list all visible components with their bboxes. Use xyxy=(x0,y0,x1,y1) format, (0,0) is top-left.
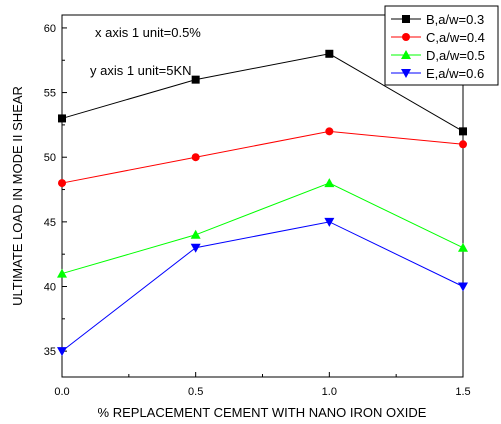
legend-marker xyxy=(401,69,411,78)
legend-marker xyxy=(401,50,411,59)
legend-item: D,a/w=0.5 xyxy=(391,48,485,63)
data-point xyxy=(324,217,335,227)
data-point xyxy=(324,178,335,188)
series-line xyxy=(61,182,464,275)
x-tick-label: 1.5 xyxy=(455,386,470,398)
annotation-y-unit: y axis 1 unit=5KN xyxy=(90,63,192,78)
series-2 xyxy=(57,178,468,278)
data-point xyxy=(325,49,334,58)
legend-label: C,a/w=0.4 xyxy=(426,30,485,45)
y-tick-label: 60 xyxy=(44,23,56,35)
legend-item: E,a/w=0.6 xyxy=(391,66,484,81)
x-axis-label: % REPLACEMENT CEMENT WITH NANO IRON OXID… xyxy=(98,405,427,420)
data-point xyxy=(190,229,201,239)
legend-marker xyxy=(402,33,410,41)
y-tick-label: 50 xyxy=(44,152,56,164)
x-axis-ticks: 0.0 0.5 1.0 1.5 xyxy=(54,372,471,398)
y-tick-label: 45 xyxy=(44,217,56,229)
y-tick-label: 55 xyxy=(44,88,56,100)
x-tick-label: 0.5 xyxy=(188,386,203,398)
data-point xyxy=(458,242,468,252)
series-line xyxy=(61,221,464,352)
y-axis-label: ULTIMATE LOAD IN MODE II SHEAR xyxy=(10,86,25,306)
series-0 xyxy=(58,49,467,136)
data-point xyxy=(459,127,467,136)
data-point xyxy=(58,114,66,123)
x-tick-label: 1.0 xyxy=(322,386,337,398)
series-line xyxy=(61,53,464,132)
data-point xyxy=(190,243,201,253)
y-axis-ticks: 35 40 45 50 55 60 xyxy=(44,23,67,358)
data-point xyxy=(325,127,334,136)
data-point xyxy=(191,75,200,84)
data-point xyxy=(57,347,67,357)
series-3 xyxy=(57,217,468,357)
series-1 xyxy=(58,127,467,188)
legend-item: B,a/w=0.3 xyxy=(391,12,484,27)
series-layer xyxy=(57,49,468,357)
series-line xyxy=(61,130,464,184)
y-tick-label: 35 xyxy=(44,346,56,358)
legend-label: E,a/w=0.6 xyxy=(426,66,484,81)
data-point xyxy=(191,153,200,162)
annotation-x-unit: x axis 1 unit=0.5% xyxy=(95,25,201,40)
data-point xyxy=(57,268,67,278)
y-tick-label: 40 xyxy=(44,282,56,294)
legend-label: B,a/w=0.3 xyxy=(426,12,484,27)
legend-label: D,a/w=0.5 xyxy=(426,48,485,63)
x-tick-label: 0.0 xyxy=(54,386,69,398)
legend-marker xyxy=(402,15,410,23)
data-point xyxy=(458,282,468,292)
legend-item: C,a/w=0.4 xyxy=(391,30,485,45)
data-point xyxy=(459,140,467,149)
data-point xyxy=(58,179,66,188)
legend: B,a/w=0.3 C,a/w=0.4 D,a/w=0.5 E,a/w=0.6 xyxy=(384,5,499,86)
